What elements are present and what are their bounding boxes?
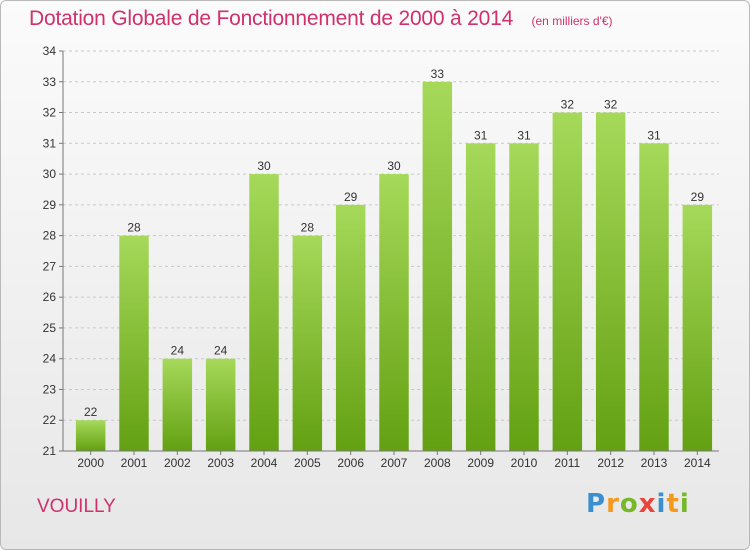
x-tick-label: 2012	[597, 456, 624, 470]
chart-title: Dotation Globale de Fonctionnement de 20…	[29, 7, 514, 30]
y-tick-label: 27	[43, 259, 57, 273]
bar-value-label: 24	[214, 344, 228, 358]
bar-value-label: 29	[691, 190, 705, 204]
bar	[75, 420, 106, 451]
bar	[379, 174, 409, 452]
bar-value-label: 31	[517, 128, 531, 142]
bar-value-label: 28	[301, 221, 315, 235]
y-tick-label: 34	[43, 44, 57, 58]
bar-value-label: 28	[127, 221, 141, 235]
y-tick-label: 32	[43, 106, 57, 120]
x-tick-label: 2008	[424, 456, 451, 470]
bar	[595, 112, 626, 452]
bar-value-label: 30	[387, 159, 401, 173]
bar-value-label: 29	[344, 190, 358, 204]
title-row: Dotation Globale de Fonctionnement de 20…	[29, 7, 613, 31]
y-tick-label: 25	[43, 321, 57, 335]
bar-value-label: 32	[604, 98, 618, 112]
bar-value-label: 33	[431, 67, 445, 81]
x-tick-label: 2013	[641, 456, 668, 470]
y-tick-label: 23	[43, 382, 57, 396]
bar	[465, 143, 496, 452]
bar	[119, 235, 149, 451]
y-tick-label: 33	[43, 75, 57, 89]
bar-value-label: 24	[171, 344, 185, 358]
bar-value-label: 31	[474, 128, 488, 142]
bar	[249, 174, 279, 452]
proxiti-logo: Proxiti	[586, 489, 690, 519]
x-tick-label: 2005	[294, 456, 321, 470]
x-tick-label: 2014	[684, 456, 711, 470]
bar	[205, 358, 236, 451]
x-tick-label: 2000	[77, 456, 104, 470]
bar	[509, 143, 539, 452]
y-tick-label: 26	[43, 290, 57, 304]
x-tick-label: 2011	[554, 456, 580, 470]
bar	[292, 235, 323, 451]
x-tick-label: 2006	[337, 456, 364, 470]
y-tick-label: 28	[43, 229, 57, 243]
chart-unit: (en milliers d'€)	[531, 14, 613, 28]
y-tick-label: 29	[43, 198, 57, 212]
y-tick-label: 21	[43, 444, 57, 458]
x-tick-label: 2002	[164, 456, 191, 470]
bar-value-label: 30	[257, 159, 271, 173]
bar-value-label: 31	[647, 128, 661, 142]
y-tick-label: 31	[43, 136, 57, 150]
x-tick-label: 2001	[121, 456, 148, 470]
bar	[552, 112, 583, 452]
y-tick-label: 22	[43, 413, 57, 427]
y-tick-label: 30	[43, 167, 57, 181]
bar	[162, 358, 193, 451]
bar-value-label: 32	[561, 98, 575, 112]
x-tick-label: 2007	[381, 456, 408, 470]
bar	[682, 204, 713, 451]
x-tick-label: 2003	[207, 456, 234, 470]
bar-value-label: 22	[84, 405, 98, 419]
bar	[422, 81, 453, 452]
x-tick-label: 2009	[467, 456, 494, 470]
x-tick-label: 2004	[251, 456, 278, 470]
x-tick-label: 2010	[511, 456, 538, 470]
bar	[639, 143, 669, 452]
commune-name: VOUILLY	[37, 496, 116, 517]
bar	[335, 204, 366, 451]
y-tick-label: 24	[43, 352, 57, 366]
